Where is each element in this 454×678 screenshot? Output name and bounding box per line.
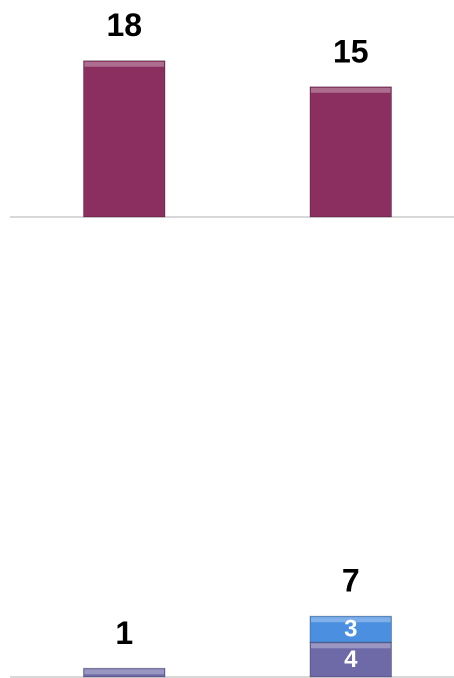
bar [309, 86, 393, 218]
total-label: 1 [115, 615, 133, 651]
bar-bevel [84, 669, 165, 675]
bar-bevel [310, 617, 391, 623]
segment-label: 3 [344, 616, 357, 643]
value-label: 18 [106, 7, 142, 43]
segment-label: 4 [344, 646, 358, 673]
value-label: 15 [333, 33, 369, 69]
bar [82, 60, 166, 218]
bar-bevel [310, 87, 391, 93]
bar-bevel [84, 61, 165, 67]
bar [309, 615, 393, 643]
bar-bevel [310, 643, 391, 649]
bar [309, 641, 393, 678]
bar [82, 667, 166, 678]
total-label: 7 [342, 563, 360, 599]
